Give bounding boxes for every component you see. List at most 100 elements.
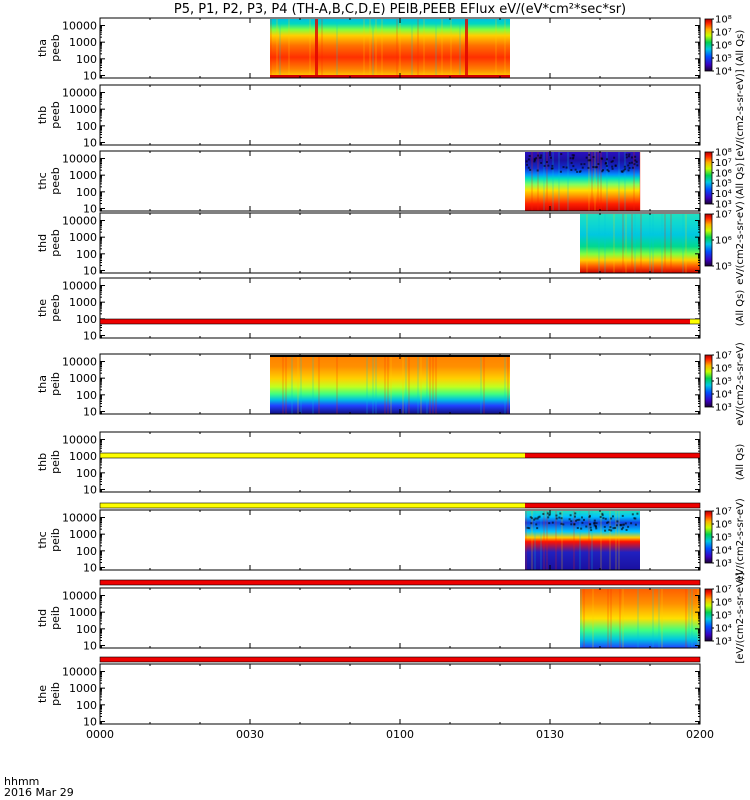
flag-segment-red	[525, 503, 700, 508]
x-tick-label: 0130	[536, 728, 564, 741]
flag-frame	[99, 579, 701, 586]
colorbar-tick-label: 10⁴	[715, 189, 732, 200]
noise-speck	[589, 526, 592, 529]
spectrogram-stripe	[531, 511, 533, 570]
spectrogram-stripe	[600, 511, 602, 570]
spectrogram-stripe	[426, 355, 428, 414]
noise-speck	[562, 166, 565, 169]
spectrogram-fill	[580, 214, 700, 273]
noise-speck	[592, 156, 595, 159]
colorbar	[704, 151, 713, 205]
noise-speck	[537, 154, 540, 157]
y-tick-label: 1000	[69, 36, 97, 49]
spectrogram-stripe	[633, 152, 635, 211]
y-tick-label: 100	[76, 389, 97, 402]
noise-speck	[609, 526, 612, 529]
noise-speck	[612, 527, 615, 530]
spectrogram-stripe	[297, 355, 299, 414]
spectrogram-stripe	[591, 152, 593, 211]
colorbar-tick-label: 10³	[715, 403, 732, 414]
spectrogram-stripe	[591, 511, 593, 570]
time-axis-prefix: hhmm 2016 Mar 29	[4, 776, 74, 798]
noise-speck	[610, 517, 613, 520]
spectrogram-stripe	[423, 19, 425, 78]
noise-speck	[622, 169, 625, 172]
noise-speck	[562, 523, 565, 526]
noise-speck	[634, 517, 637, 520]
noise-speck	[548, 522, 551, 525]
noise-speck	[538, 515, 541, 518]
noise-speck	[540, 161, 543, 164]
noise-speck	[548, 514, 551, 517]
spectrogram-stripe	[420, 355, 422, 414]
colorbar-tick-label: 10⁵	[715, 533, 732, 544]
spectrogram-fill	[525, 152, 640, 211]
noise-speck	[581, 521, 584, 524]
noise-speck	[611, 165, 614, 168]
spectrogram-stripe	[282, 355, 284, 414]
noise-speck	[533, 157, 536, 160]
noise-speck	[610, 160, 613, 163]
panel-frame	[99, 663, 701, 725]
colorbar-tick-label: 10⁶	[715, 168, 732, 179]
panel-ylabel-instrument: peeb	[49, 101, 62, 129]
noise-speck	[594, 166, 597, 169]
noise-speck	[576, 170, 579, 173]
panel-ylabel-instrument: peeb	[49, 294, 62, 322]
spectrogram-stripe	[552, 152, 554, 211]
noise-speck	[624, 522, 627, 525]
panel-frame	[99, 277, 701, 339]
noise-speck	[534, 517, 537, 520]
y-tick-label: 1000	[69, 372, 97, 385]
noise-speck	[569, 157, 572, 160]
spectrogram-stripe	[372, 19, 374, 78]
spectrogram-stripe	[555, 511, 557, 570]
y-tick-label: 10000	[62, 280, 97, 293]
flag-frame	[99, 656, 701, 663]
colorbar-unit-label: (All Qs)	[735, 163, 746, 200]
noise-speck	[606, 168, 609, 171]
colorbar-tick-label: 10⁷	[715, 585, 732, 596]
flag-segment-red	[100, 580, 700, 585]
colorbar-tick-label: 10³	[715, 637, 732, 648]
spectrogram-stripe	[682, 214, 684, 273]
spectrogram-stripe	[366, 355, 368, 414]
y-tick-label: 10000	[62, 356, 97, 369]
spectrogram-stripe	[336, 19, 338, 78]
noise-speck	[529, 516, 532, 519]
spectrogram-stripe	[381, 19, 383, 78]
noise-speck	[601, 170, 604, 173]
spectrogram-stripe	[270, 19, 272, 78]
spectrogram-stripe	[309, 19, 311, 78]
noise-speck	[604, 162, 607, 165]
low-energy-band	[270, 75, 510, 78]
noise-speck	[604, 517, 607, 520]
y-tick-label: 1000	[69, 606, 97, 619]
spectrogram-stripe	[435, 19, 437, 78]
noise-speck	[625, 156, 628, 159]
spectrogram-stripe	[300, 355, 302, 414]
panel-ylabel-instrument: peeb	[49, 167, 62, 195]
spectrogram-stripe	[622, 214, 624, 273]
colorbar-unit-label: eV/(cm2-s-sr-eV)	[735, 342, 746, 426]
noise-speck	[602, 169, 605, 172]
spectrogram-stripe	[649, 214, 651, 273]
noise-speck	[607, 521, 610, 524]
y-tick-label: 10000	[62, 590, 97, 603]
noise-speck	[627, 155, 630, 158]
spectrogram-stripe	[483, 355, 485, 414]
spectrogram-stripe	[537, 152, 539, 211]
noise-speck	[539, 156, 542, 159]
noise-speck	[595, 166, 598, 169]
noise-speck	[565, 166, 568, 169]
noise-speck	[621, 523, 624, 526]
spectrogram-stripe	[441, 19, 443, 78]
noise-speck	[585, 525, 588, 528]
panel-ylabel-probe: thc	[36, 172, 49, 189]
spectrogram-thd-peeb	[580, 214, 700, 273]
noise-speck	[560, 517, 563, 520]
noise-speck	[611, 515, 614, 518]
colorbar-tick-label: 10⁴	[715, 390, 732, 401]
noise-speck	[529, 168, 532, 171]
spectrogram-stripe	[375, 355, 377, 414]
